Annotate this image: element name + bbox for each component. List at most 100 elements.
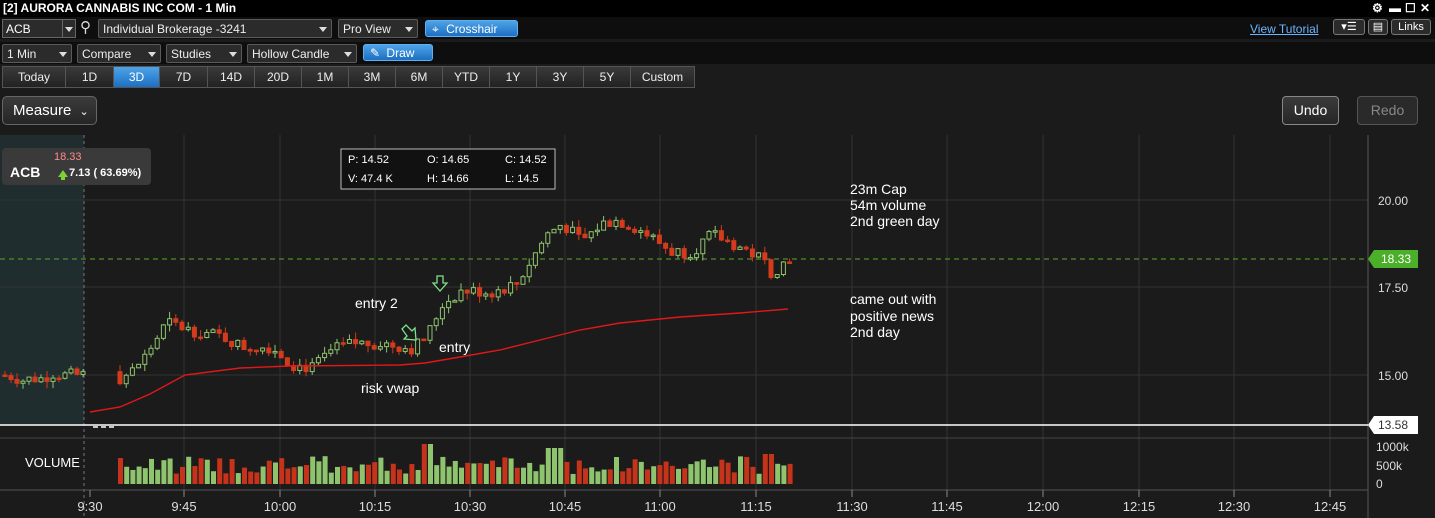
candle: [588, 231, 594, 239]
volume-bar: [638, 461, 644, 484]
candle: [346, 339, 352, 344]
measure-dropdown[interactable]: Measure ⌄: [2, 96, 97, 125]
symbol-value: ACB: [6, 22, 31, 36]
candle: [464, 289, 470, 294]
candle: [650, 234, 656, 238]
candle: [632, 228, 638, 233]
volume-bar: [663, 461, 669, 484]
interval-select[interactable]: 1 Min: [2, 44, 72, 63]
view-select[interactable]: Pro View: [338, 19, 418, 38]
range-3d[interactable]: 3D: [113, 66, 159, 88]
candle: [613, 219, 619, 227]
quote-price: 18.33: [54, 151, 82, 163]
range-3m[interactable]: 3M: [348, 66, 395, 88]
candle: [644, 230, 650, 237]
links-button[interactable]: Links: [1391, 19, 1431, 35]
range-ytd[interactable]: YTD: [442, 66, 489, 88]
time-tick: 10:15: [359, 499, 392, 514]
candle: [62, 372, 68, 379]
up-arrow-icon: [58, 170, 68, 177]
volume-bar: [756, 473, 762, 484]
candle: [173, 318, 179, 323]
close-icon[interactable]: ✕: [1420, 1, 1431, 15]
volume-bar: [204, 459, 210, 484]
volume-bar: [235, 473, 241, 484]
time-tick: 10:30: [454, 499, 487, 514]
symbol-input[interactable]: ACB: [2, 19, 76, 38]
volume-bar: [651, 466, 657, 484]
links-label: Links: [1398, 21, 1424, 33]
vol-tick-0: 0: [1376, 477, 1383, 491]
range-1d[interactable]: 1D: [65, 66, 113, 88]
window-title: [2] AURORA CANNABIS INC COM - 1 Min: [3, 1, 237, 15]
candle: [142, 353, 148, 365]
candle: [160, 324, 166, 339]
range-20d[interactable]: 20D: [254, 66, 301, 88]
candle: [38, 377, 44, 383]
crosshair-button[interactable]: ⌖ Crosshair: [425, 20, 518, 37]
candle: [185, 326, 191, 331]
view-tutorial-link[interactable]: View Tutorial: [1250, 22, 1319, 36]
candle-type-select[interactable]: Hollow Candle: [247, 44, 357, 63]
volume-bar: [483, 463, 489, 484]
maximize-icon[interactable]: ☐: [1405, 1, 1416, 15]
candle: [576, 226, 582, 235]
menu-button[interactable]: ▾☰: [1333, 19, 1365, 35]
candle: [272, 350, 278, 354]
candle: [377, 346, 383, 350]
studies-select[interactable]: Studies: [166, 44, 242, 63]
time-tick: 10:45: [549, 499, 582, 514]
volume-bar: [707, 467, 712, 484]
note-top-3: 2nd green day: [850, 213, 940, 229]
volume-bar: [130, 469, 136, 484]
candle: [216, 329, 222, 334]
volume-bar: [731, 472, 737, 484]
candle: [427, 325, 433, 341]
candle: [371, 345, 377, 350]
volume-bar: [390, 463, 396, 484]
minimize-icon[interactable]: ▬: [1389, 1, 1401, 15]
time-axis: 9:30 9:45 10:00 10:15 10:30 10:45 11:00 11:15 11…: [0, 489, 1368, 514]
settings-icon[interactable]: ⚙: [1372, 1, 1383, 15]
redo-label: Redo: [1370, 102, 1405, 118]
range-3y[interactable]: 3Y: [536, 66, 583, 88]
candle: [253, 349, 259, 353]
range-5y[interactable]: 5Y: [583, 66, 630, 88]
range-6m[interactable]: 6M: [395, 66, 442, 88]
volume-bar: [167, 458, 173, 484]
range-custom[interactable]: Custom: [630, 66, 695, 88]
account-select[interactable]: Individual Brokerage -3241: [98, 19, 332, 38]
ohlc-low: L: 14.5: [505, 173, 539, 185]
candle: [136, 363, 142, 369]
account-value: Individual Brokerage -3241: [103, 22, 247, 36]
volume-bar: [186, 456, 192, 484]
vol-tick-500k: 500k: [1376, 459, 1403, 473]
search-icon[interactable]: ⚲: [80, 19, 91, 36]
volume-bar: [564, 461, 570, 484]
compare-select[interactable]: Compare: [77, 44, 161, 63]
ohlc-close: C: 14.52: [505, 154, 547, 166]
note-top-1: 23m Cap: [850, 181, 907, 197]
draw-button[interactable]: ✎ Draw: [363, 44, 433, 61]
range-1y[interactable]: 1Y: [489, 66, 536, 88]
volume-bar: [304, 465, 309, 484]
candle: [743, 246, 749, 250]
candle: [774, 274, 780, 278]
range-today[interactable]: Today: [2, 66, 65, 88]
candle: [222, 332, 228, 342]
volume-bar: [459, 467, 464, 484]
range-1m[interactable]: 1M: [301, 66, 348, 88]
range-7d[interactable]: 7D: [159, 66, 207, 88]
price-chart[interactable]: ACB 18.33 7.13 ( 63.69%) P: 14.52 O: 14.…: [0, 135, 1435, 518]
volume-bar: [266, 460, 272, 484]
layout-button[interactable]: ▤: [1368, 19, 1388, 35]
volume-bar: [545, 448, 551, 484]
candlesticks: [2, 216, 793, 389]
time-tick: 10:00: [264, 499, 297, 514]
range-14d[interactable]: 14D: [207, 66, 254, 88]
toolbar-row-2: 1 Min Compare Studies Hollow Candle ✎ Dr…: [0, 42, 1435, 64]
redo-button[interactable]: Redo: [1357, 96, 1418, 125]
undo-button[interactable]: Undo: [1282, 96, 1339, 125]
candle: [247, 349, 253, 352]
volume-bar: [254, 472, 260, 484]
